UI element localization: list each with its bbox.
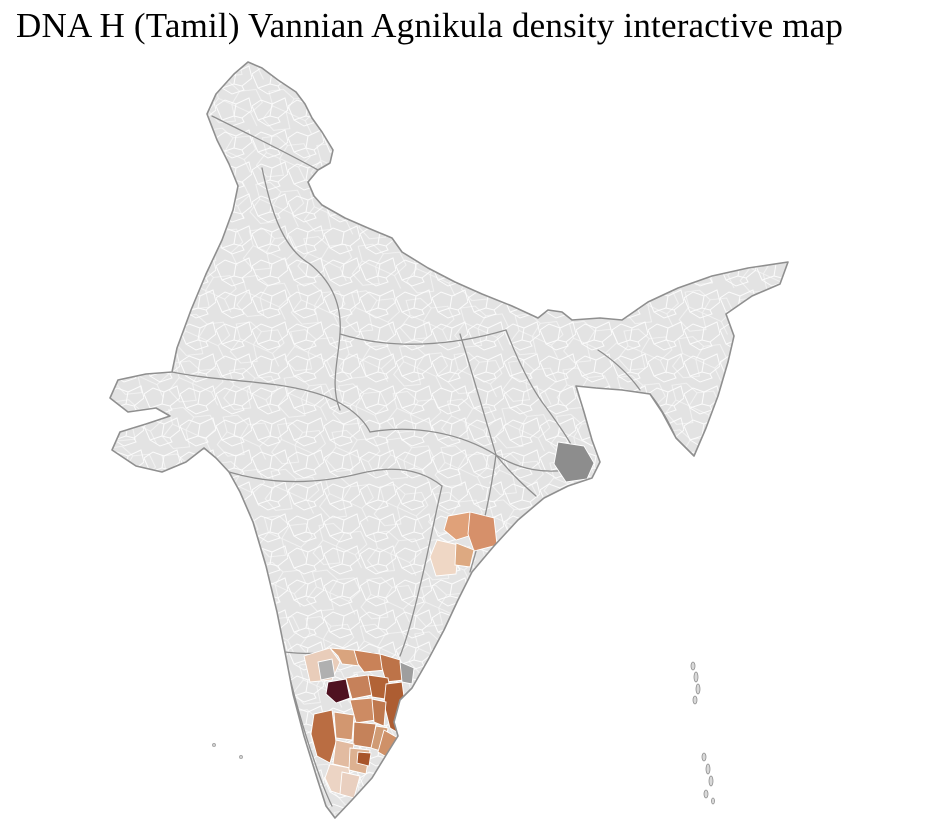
density-regions[interactable]	[303, 441, 595, 799]
district-od-01[interactable]	[443, 511, 476, 541]
district-od-03[interactable]	[429, 539, 460, 577]
district-tn-06[interactable]	[399, 661, 415, 685]
district-tn-14[interactable]	[333, 711, 355, 741]
district-tn-13[interactable]	[310, 709, 337, 764]
district-tn-03[interactable]	[328, 647, 361, 667]
district-tn-20[interactable]	[356, 751, 372, 767]
district-boundaries-texture	[110, 62, 788, 818]
district-tn-12[interactable]	[371, 698, 387, 727]
lakshadweep-islands	[212, 743, 243, 759]
district-od-02[interactable]	[467, 511, 498, 552]
page-title: DNA H (Tamil) Vannian Agnikula density i…	[16, 6, 844, 45]
andaman-islands	[690, 661, 715, 805]
district-tn-04[interactable]	[353, 649, 387, 673]
district-tn-02[interactable]	[317, 658, 336, 681]
district-tn-05[interactable]	[379, 653, 405, 683]
district-tn-07[interactable]	[325, 678, 351, 704]
district-od-04[interactable]	[454, 542, 475, 568]
